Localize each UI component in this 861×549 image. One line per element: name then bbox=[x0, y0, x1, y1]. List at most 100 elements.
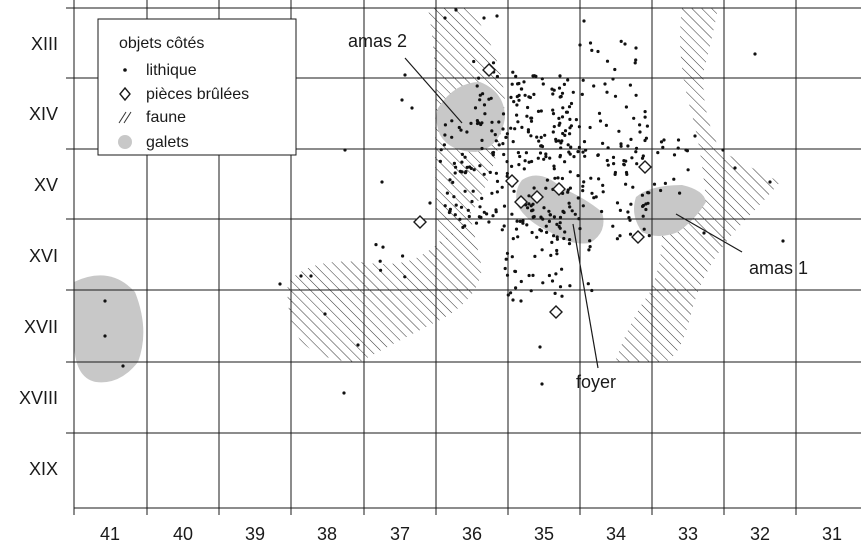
lithique-point bbox=[475, 84, 479, 88]
column-label: 36 bbox=[462, 524, 482, 544]
lithique-point bbox=[544, 152, 548, 156]
lithique-point bbox=[506, 293, 510, 297]
lithique-point bbox=[638, 130, 642, 134]
lithique-point bbox=[523, 93, 527, 97]
lithique-point bbox=[552, 234, 556, 238]
lithique-point bbox=[542, 206, 546, 210]
lithique-point bbox=[643, 115, 647, 119]
lithique-point bbox=[598, 119, 603, 123]
lithique-point bbox=[566, 78, 570, 82]
column-label: 34 bbox=[606, 524, 626, 544]
lithique-point bbox=[672, 177, 676, 181]
lithique-point bbox=[589, 176, 593, 180]
lithique-point bbox=[518, 219, 522, 223]
lithique-point bbox=[501, 142, 505, 146]
lithique-point bbox=[552, 215, 557, 219]
lithique-point bbox=[460, 152, 464, 156]
lithique-point bbox=[530, 159, 534, 164]
lithique-point bbox=[548, 156, 552, 160]
lithique-point bbox=[451, 180, 455, 184]
lithique-point bbox=[528, 95, 533, 100]
lithique-point bbox=[676, 146, 680, 150]
lithique-point bbox=[551, 108, 555, 112]
lithique-point bbox=[626, 210, 630, 214]
lithique-point bbox=[563, 129, 568, 133]
lithique-point bbox=[517, 98, 521, 102]
dot-icon bbox=[123, 68, 127, 72]
lithique-point bbox=[549, 253, 553, 257]
lithique-point bbox=[611, 77, 615, 81]
column-label: 39 bbox=[245, 524, 265, 544]
lithique-point bbox=[605, 59, 610, 63]
lithique-point bbox=[512, 189, 516, 193]
lithique-point bbox=[471, 189, 475, 193]
lithique-point bbox=[450, 135, 454, 139]
lithique-point bbox=[494, 210, 498, 214]
lithique-point bbox=[562, 82, 567, 86]
lithique-point bbox=[515, 113, 519, 117]
lithique-point bbox=[454, 8, 458, 12]
lithique-point bbox=[519, 87, 524, 91]
lithique-point bbox=[495, 14, 499, 18]
lithique-point bbox=[483, 112, 487, 116]
lithique-point bbox=[517, 163, 521, 167]
lithique-point bbox=[490, 120, 494, 124]
lithique-point bbox=[600, 209, 604, 214]
lithique-point bbox=[642, 227, 646, 231]
lithique-point bbox=[613, 172, 617, 176]
lithique-point bbox=[563, 133, 567, 137]
lithique-point bbox=[733, 166, 737, 170]
lithique-point bbox=[617, 129, 621, 133]
lithique-point bbox=[511, 298, 515, 302]
lithique-point bbox=[540, 382, 544, 386]
lithique-point bbox=[443, 133, 447, 137]
lithique-point bbox=[529, 119, 534, 123]
lithique-point bbox=[540, 77, 544, 81]
lithique-point bbox=[551, 92, 555, 96]
hatch-icon bbox=[118, 111, 132, 124]
lithique-point bbox=[514, 74, 518, 78]
lithique-point bbox=[659, 140, 664, 144]
lithique-point bbox=[647, 191, 651, 195]
lithique-point bbox=[644, 207, 648, 212]
lithique-point bbox=[554, 272, 558, 276]
row-label: XV bbox=[34, 175, 58, 195]
lithique-point bbox=[550, 240, 554, 244]
lithique-point bbox=[623, 42, 627, 46]
lithique-point bbox=[568, 205, 572, 209]
lithique-point bbox=[548, 213, 553, 217]
lithique-point bbox=[526, 130, 531, 134]
lithique-point bbox=[555, 222, 559, 226]
lithique-point bbox=[547, 273, 552, 278]
lithique-point bbox=[586, 282, 590, 286]
lithique-point bbox=[491, 61, 496, 65]
burnt-piece-marker bbox=[638, 160, 652, 174]
lithique-point bbox=[544, 155, 548, 159]
lithique-point bbox=[530, 209, 534, 213]
lithique-point bbox=[511, 70, 515, 74]
lithique-point bbox=[606, 163, 610, 167]
burnt-piece-marker bbox=[552, 182, 566, 196]
lithique-point bbox=[567, 242, 572, 246]
lithique-point bbox=[634, 93, 638, 97]
burnt-piece-marker bbox=[549, 305, 563, 319]
lithique-point bbox=[569, 101, 574, 106]
lithique-point bbox=[513, 269, 517, 273]
lithique-point bbox=[566, 143, 570, 147]
lithique-point bbox=[596, 49, 600, 54]
legend-item-label: faune bbox=[146, 109, 186, 126]
legend-title: objets côtés bbox=[119, 35, 204, 52]
lithique-point bbox=[601, 141, 605, 145]
lithique-point bbox=[618, 234, 622, 238]
lithique-point bbox=[652, 182, 657, 186]
lithique-point bbox=[517, 93, 521, 97]
lithique-point bbox=[535, 135, 539, 139]
lithique-point bbox=[485, 212, 489, 216]
lithique-point bbox=[559, 141, 563, 145]
grey-blob-icon bbox=[118, 135, 132, 149]
lithique-point bbox=[529, 134, 533, 138]
lithique-point bbox=[443, 204, 447, 208]
lithique-point bbox=[567, 201, 571, 205]
lithique-point bbox=[343, 148, 347, 152]
lithique-point bbox=[517, 81, 521, 86]
